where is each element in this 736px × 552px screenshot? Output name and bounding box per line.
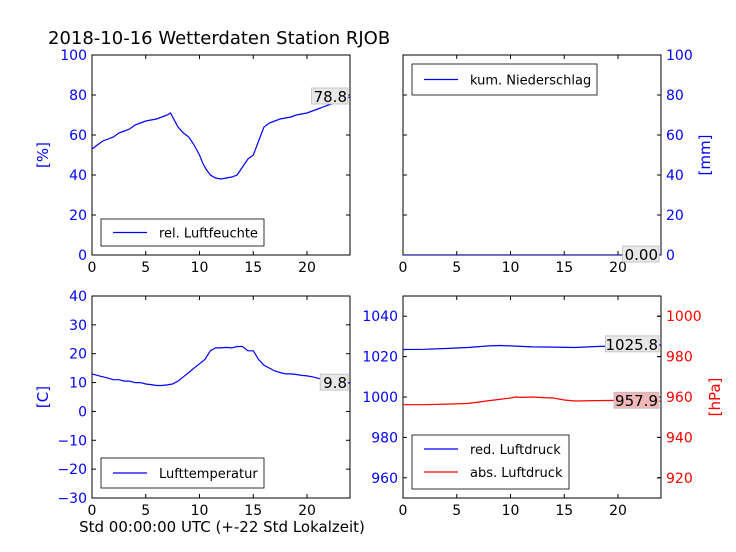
y-axis-label: [C] — [34, 386, 52, 408]
y-tick-label: 960 — [371, 471, 398, 487]
x-tick-label: 5 — [452, 260, 461, 276]
x-tick-label: 5 — [452, 503, 461, 519]
series-line-rel--luftfeuchte — [92, 96, 350, 180]
legend-label: red. Luftdruck — [470, 443, 561, 458]
y-tick-label-right: 920 — [666, 471, 693, 487]
y-tick-label: 980 — [371, 430, 398, 446]
y-tick-label-right: 1000 — [666, 309, 702, 325]
legend-label: rel. Luftfeuchte — [159, 227, 258, 242]
y-tick-label: −20 — [57, 462, 87, 478]
y-axis-label: [%] — [34, 142, 52, 168]
x-tick-label: 15 — [555, 260, 573, 276]
x-tick-label: 20 — [298, 260, 316, 276]
y-tick-label-right: 940 — [666, 430, 693, 446]
current-value-label: 1025.8 — [606, 336, 659, 354]
y-tick-label: 20 — [69, 208, 87, 224]
current-value-label: 78.8 — [314, 88, 347, 106]
y-tick-label: 0 — [78, 248, 87, 264]
y-tick-label: 10 — [69, 376, 87, 392]
current-value-label: 0.00 — [625, 246, 658, 264]
x-tick-label: 15 — [244, 503, 262, 519]
y-tick-label: 40 — [666, 168, 684, 184]
legend: red. Luftdruck abs. Luftdruck — [411, 434, 570, 490]
series-line-abs--luftdruck — [403, 396, 661, 406]
x-tick-label: 15 — [244, 260, 262, 276]
legend-frame — [411, 434, 570, 490]
x-tick-label: 5 — [141, 260, 150, 276]
y-axis-label-right: [hPa] — [706, 378, 724, 417]
panel-temperature: 0 5 10 15 20 −30 −20 −10 0 10 20 30 40 [C] 9.8 Lufttemp… — [34, 289, 351, 519]
x-tick-label: 20 — [609, 503, 627, 519]
x-tick-label: 15 — [555, 503, 573, 519]
y-tick-label: 0 — [78, 404, 87, 420]
panel-humidity: 0 5 10 15 20 0 20 40 60 80 100 [%] 78.8 rel. Luftfeuc… — [34, 48, 351, 276]
y-tick-label: 100 — [666, 48, 693, 64]
y-tick-label: 100 — [60, 48, 87, 64]
x-tick-label: 0 — [88, 503, 97, 519]
y-tick-label: 1020 — [362, 350, 398, 366]
legend: Lufttemperatur — [100, 457, 265, 489]
x-tick-label: 10 — [502, 260, 520, 276]
y-tick-label: 60 — [69, 128, 87, 144]
current-value-box — [319, 373, 349, 391]
x-tick-label: 10 — [191, 503, 209, 519]
x-tick-label: 0 — [399, 503, 408, 519]
current-value-box — [622, 245, 660, 263]
y-tick-label: 30 — [69, 318, 87, 334]
y-tick-label: 20 — [666, 208, 684, 224]
y-tick-label-right: 960 — [666, 390, 693, 406]
y-tick-label: 1000 — [362, 390, 398, 406]
panel-precipitation: 0 5 10 15 20 0 20 40 60 80 100 [mm] 0.00 kum. Nieders… — [399, 48, 714, 276]
y-tick-label: 20 — [69, 347, 87, 363]
y-tick-label-right: 980 — [666, 350, 693, 366]
axes-frame — [91, 54, 351, 256]
y-tick-label: 60 — [666, 128, 684, 144]
x-axis-label: Std 00:00:00 UTC (+-22 Std Lokalzeit) — [79, 518, 365, 536]
x-tick-label: 0 — [88, 260, 97, 276]
legend-label: abs. Luftdruck — [470, 466, 563, 481]
x-tick-label: 20 — [298, 503, 316, 519]
axes-frame — [91, 295, 351, 499]
y-tick-label: 40 — [69, 289, 87, 305]
y-tick-label: −30 — [57, 491, 87, 507]
y-tick-label: 40 — [69, 168, 87, 184]
legend: kum. Niederschlag — [411, 63, 598, 96]
current-value-label: 957.9 — [615, 392, 658, 410]
legend-label: Lufttemperatur — [159, 467, 258, 482]
x-tick-label: 10 — [502, 503, 520, 519]
y-tick-label: −10 — [57, 433, 87, 449]
series-line-lufttemperatur — [92, 345, 350, 387]
figure-title: 2018-10-16 Wetterdaten Station RJOB — [48, 28, 390, 49]
current-value-box — [311, 87, 349, 105]
x-tick-label: 10 — [191, 260, 209, 276]
y-tick-label: 80 — [69, 88, 87, 104]
current-value-box — [605, 335, 660, 353]
y-tick-label: 0 — [666, 248, 675, 264]
x-tick-label: 20 — [609, 260, 627, 276]
x-tick-label: 0 — [399, 260, 408, 276]
y-tick-label: 1040 — [362, 309, 398, 325]
current-value-label: 9.8 — [323, 374, 347, 392]
x-tick-label: 5 — [141, 503, 150, 519]
current-value-box — [613, 391, 660, 409]
legend-label: kum. Niederschlag — [470, 74, 591, 89]
panel-pressure: 0 5 10 15 20 960 980 1000 1020 1040 920 940 960 980 10… — [362, 295, 724, 519]
y-tick-label: 80 — [666, 88, 684, 104]
y-axis-label: [mm] — [696, 135, 714, 176]
legend: rel. Luftfeuchte — [100, 218, 265, 247]
